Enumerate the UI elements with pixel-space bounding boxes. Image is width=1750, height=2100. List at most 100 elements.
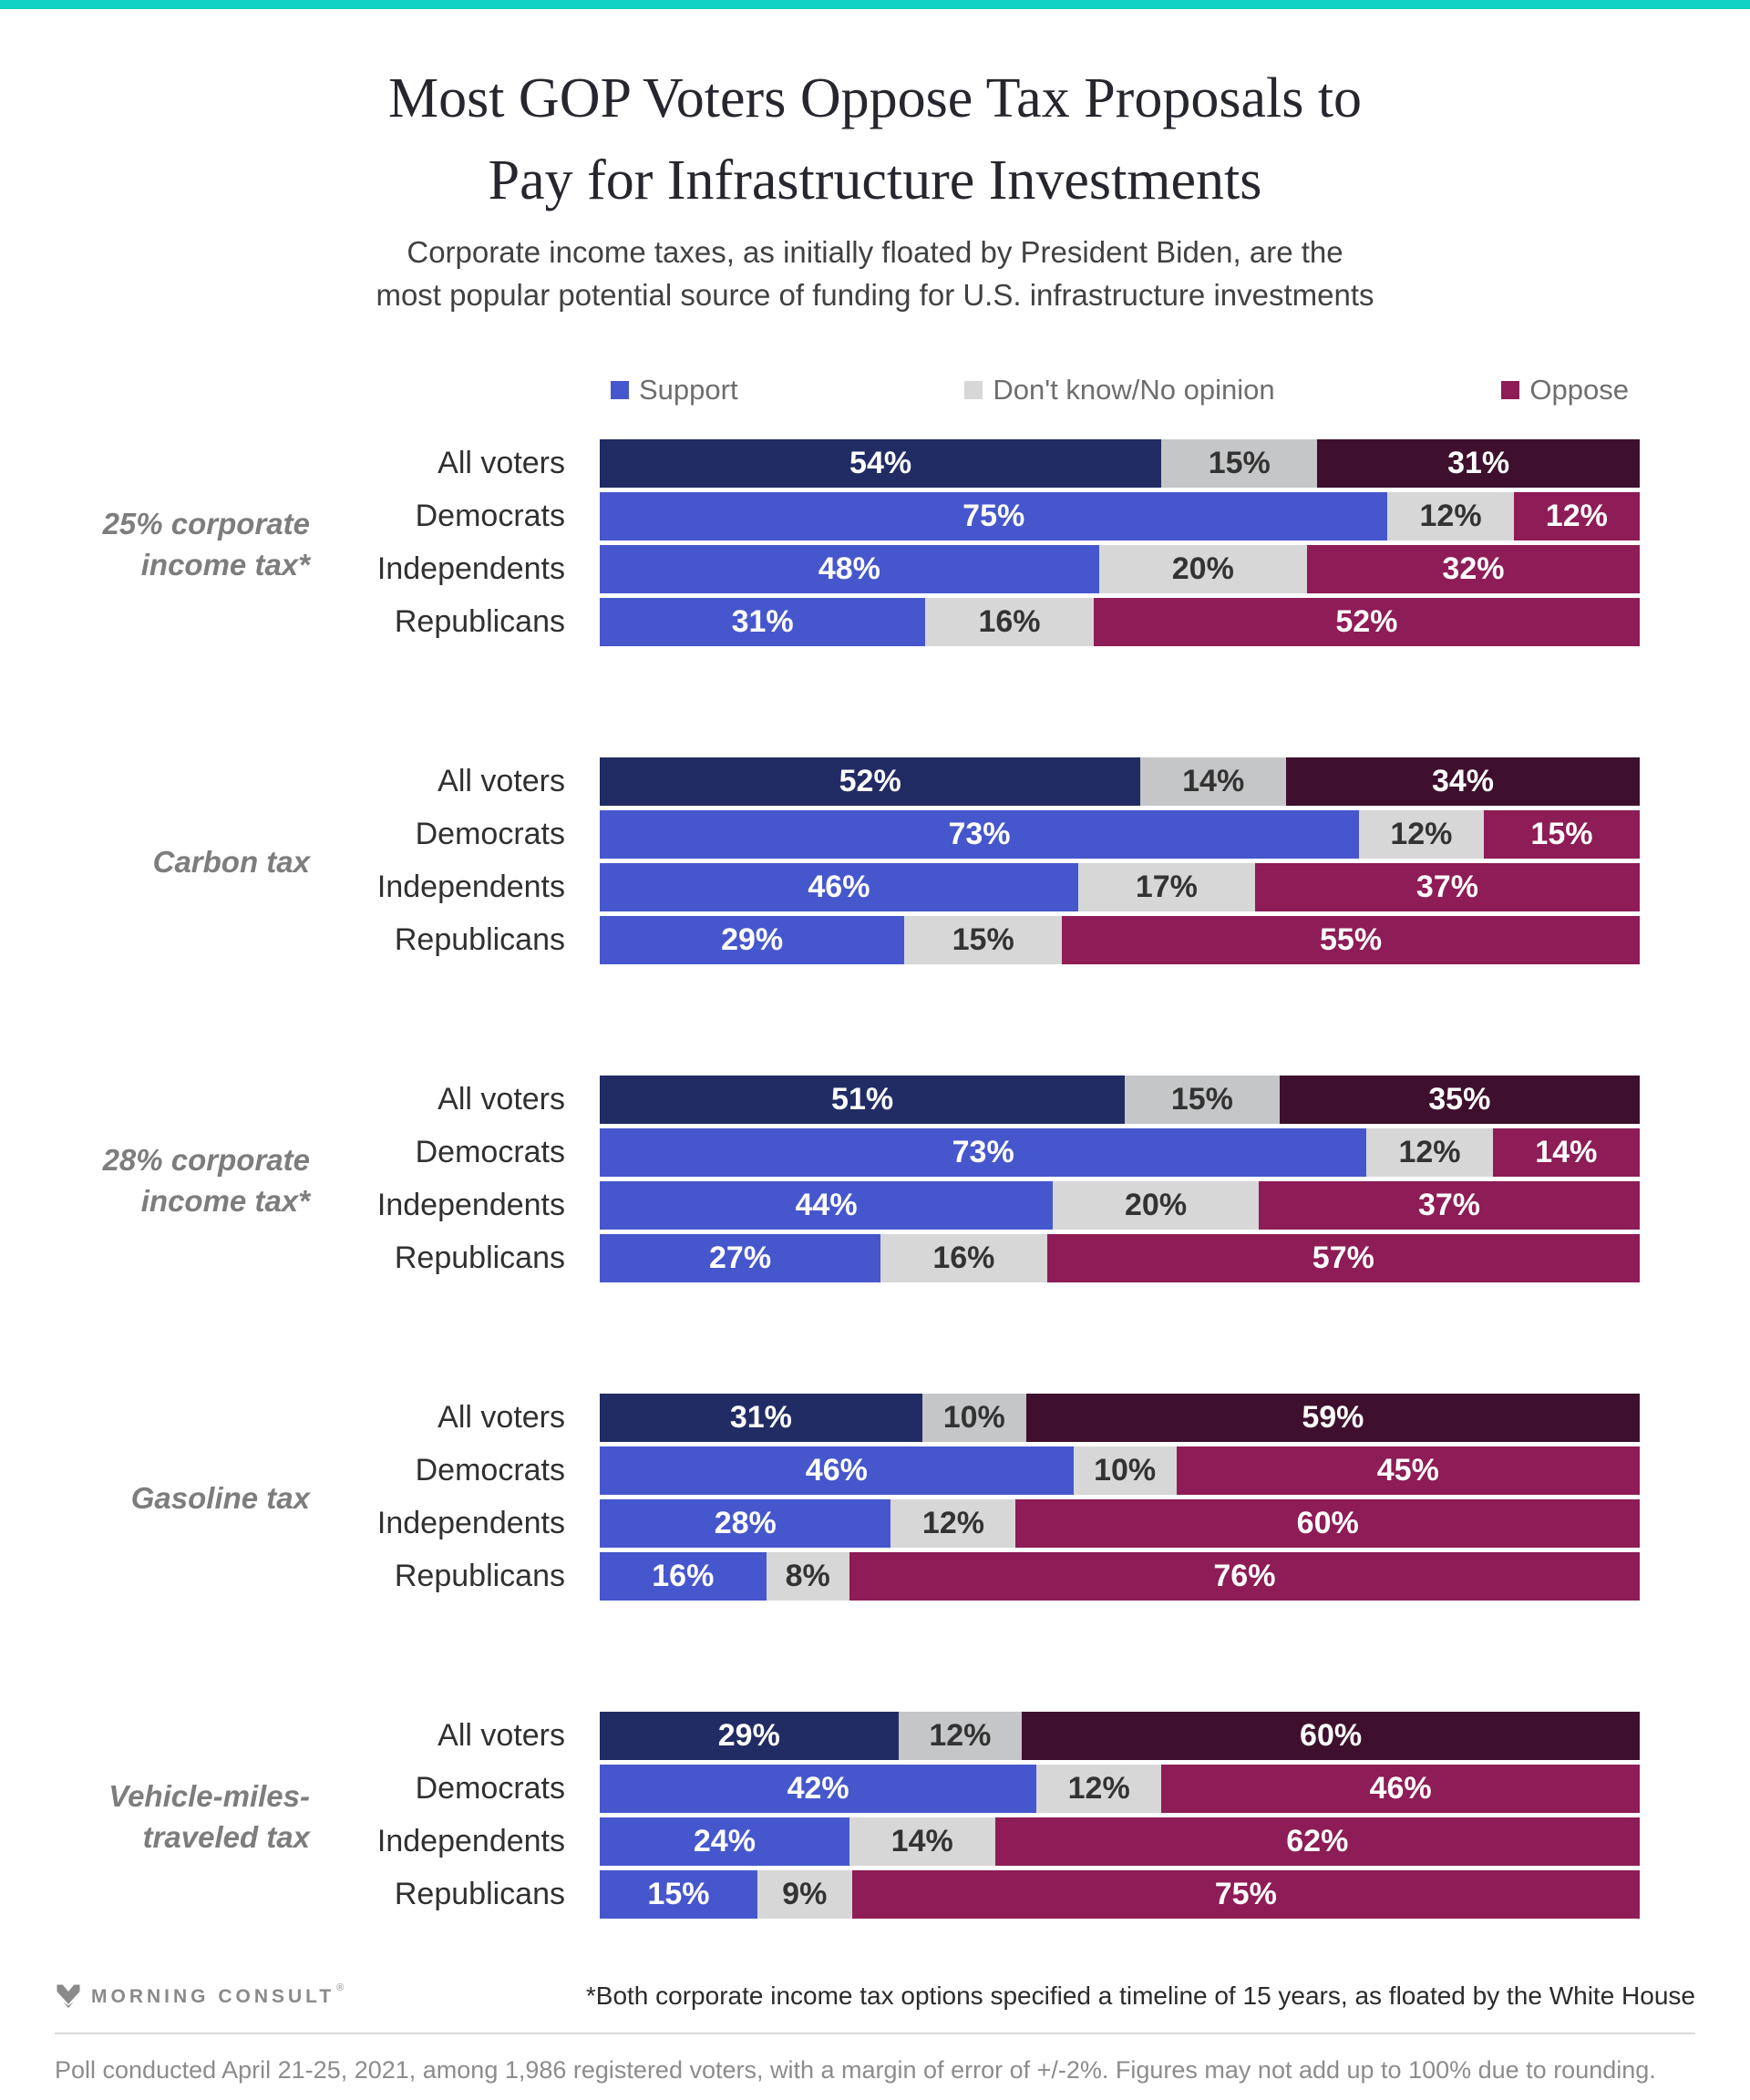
percent-label: 29% (721, 921, 784, 957)
stacked-bar: 46% 17% 37% (600, 862, 1640, 911)
percent-label: 15% (1208, 445, 1271, 480)
legend-label: Oppose (1529, 373, 1629, 406)
row-label: Democrats (415, 1452, 565, 1488)
chart-row: Republicans 27% 16% 57% (310, 1233, 1640, 1282)
row-label: All voters (438, 445, 565, 480)
bar-segment-support: 44% (600, 1180, 1054, 1230)
footer: MORNING CONSULT ® *Both corporate income… (55, 1982, 1695, 2011)
row-label: Republicans (394, 1876, 565, 1911)
chart-row: Republicans 29% 15% 55% (310, 915, 1640, 964)
bar-segment-dont-know: 12% (1358, 809, 1484, 859)
chart-group: Gasoline tax All voters 31% 10% 59% Democrats… (0, 1393, 1750, 1605)
percent-label: 9% (782, 1876, 828, 1911)
percent-label: 76% (1213, 1558, 1276, 1593)
bar-segment-support: 15% (600, 1869, 757, 1919)
stacked-bar: 24% 14% 62% (600, 1817, 1640, 1866)
bar-segment-dont-know: 12% (890, 1498, 1016, 1548)
bar-segment-oppose: 32% (1306, 544, 1641, 593)
percent-label: 32% (1442, 551, 1505, 586)
legend-swatch-icon (1501, 380, 1520, 399)
stacked-bar: 73% 12% 14% (600, 1127, 1640, 1177)
group-rows: All voters 29% 12% 60% Democrats 42% 12% 46% Ind… (310, 1711, 1640, 1923)
legend-label: Don't know/No opinion (993, 373, 1275, 406)
title-line-2: Pay for Infrastructure Investments (488, 149, 1262, 211)
bar-segment-dont-know: 12% (898, 1711, 1023, 1760)
group-rows: All voters 54% 15% 31% Democrats 75% 12% 12% Ind… (310, 438, 1641, 651)
percent-label: 57% (1312, 1240, 1374, 1275)
group-label-text: 25% corporate income tax* (102, 506, 310, 582)
chart-group: Carbon tax All voters 52% 14% 34% Democrats 73… (0, 757, 1750, 969)
percent-label: 20% (1125, 1187, 1188, 1222)
percent-label: 31% (731, 603, 794, 639)
bar-segment-dont-know: 12% (1366, 1127, 1493, 1177)
chart-row: All voters 54% 15% 31% (310, 438, 1640, 488)
chart-row: Independents 28% 12% 60% (310, 1498, 1640, 1548)
bar-segment-dont-know: 16% (880, 1233, 1047, 1282)
group-rows: All voters 31% 10% 59% Democrats 46% 10% 45% Ind… (310, 1393, 1640, 1605)
stacked-bar: 15% 9% 75% (600, 1869, 1640, 1919)
percent-label: 75% (1214, 1876, 1277, 1911)
asterisk-footnote: *Both corporate income tax options speci… (585, 1981, 1695, 2010)
chart-row: Republicans 15% 9% 75% (310, 1869, 1640, 1919)
bar-segment-support: 73% (600, 809, 1359, 859)
percent-label: 52% (839, 763, 901, 798)
bar-segment-dont-know: 15% (904, 915, 1063, 964)
chart-row: Independents 46% 17% 37% (310, 862, 1640, 911)
group-label: 28% corporate income tax* (0, 1076, 310, 1287)
percent-label: 16% (652, 1558, 715, 1593)
bar-segment-dont-know: 15% (1161, 438, 1318, 488)
percent-label: 10% (1094, 1452, 1157, 1488)
bar-segment-dont-know: 10% (921, 1393, 1026, 1442)
percent-label: 16% (978, 603, 1041, 639)
percent-label: 31% (1447, 445, 1510, 480)
bar-segment-support: 52% (600, 757, 1141, 806)
percent-label: 42% (787, 1770, 849, 1806)
group-rows: All voters 52% 14% 34% Democrats 73% 12% 15% Ind… (310, 757, 1641, 969)
stacked-bar: 27% 16% 57% (600, 1233, 1640, 1282)
percent-label: 46% (1369, 1770, 1432, 1806)
group-label-text: Vehicle-miles-traveled tax (108, 1778, 310, 1854)
chart-row: Independents 24% 14% 62% (310, 1817, 1640, 1866)
percent-label: 51% (831, 1081, 894, 1117)
bar-segment-oppose: 62% (994, 1817, 1640, 1866)
bar-segment-dont-know: 12% (1387, 491, 1514, 540)
row-label: All voters (438, 1399, 565, 1435)
chart-row: Democrats 46% 10% 45% (310, 1446, 1640, 1495)
bar-segment-dont-know: 20% (1053, 1180, 1259, 1230)
stacked-bar: 44% 20% 37% (600, 1180, 1640, 1230)
stacked-bar: 54% 15% 31% (600, 438, 1640, 488)
stacked-bar: 31% 16% 52% (600, 597, 1640, 646)
bar-segment-oppose: 37% (1259, 1180, 1640, 1230)
bar-segment-support: 31% (600, 597, 926, 646)
brand-name: MORNING CONSULT (91, 1985, 335, 2007)
bar-segment-support: 75% (600, 491, 1388, 540)
percent-label: 29% (717, 1717, 780, 1753)
bar-segment-dont-know: 14% (849, 1817, 995, 1866)
stacked-bar: 46% 10% 45% (600, 1446, 1640, 1495)
stacked-bar: 31% 10% 59% (600, 1393, 1640, 1442)
percent-label: 8% (785, 1558, 830, 1593)
bar-segment-oppose: 76% (849, 1551, 1640, 1601)
bar-segment-oppose: 45% (1176, 1446, 1640, 1495)
bar-segment-dont-know: 14% (1140, 757, 1287, 806)
percent-label: 15% (647, 1876, 710, 1911)
percent-label: 35% (1428, 1081, 1491, 1117)
bar-segment-support: 29% (600, 1711, 899, 1760)
legend-item-oppose: Oppose (1501, 374, 1629, 407)
percent-label: 28% (714, 1505, 777, 1540)
percent-label: 15% (1530, 816, 1593, 851)
chart-row: Independents 48% 20% 32% (310, 544, 1641, 593)
bar-segment-support: 54% (600, 438, 1162, 488)
bar-segment-oppose: 52% (1093, 597, 1640, 646)
percent-label: 15% (952, 921, 1014, 957)
chart-row: Republicans 16% 8% 76% (310, 1551, 1640, 1601)
group-label-text: 28% corporate income tax* (102, 1142, 310, 1218)
percent-label: 12% (1067, 1770, 1130, 1806)
group-label: 25% corporate income tax* (0, 439, 310, 651)
group-rows: All voters 51% 15% 35% Democrats 73% 12% 14% Ind… (310, 1075, 1640, 1287)
percent-label: 12% (1545, 498, 1608, 533)
chart-row: Democrats 73% 12% 15% (310, 809, 1641, 859)
chart-row: Democrats 75% 12% 12% (310, 491, 1640, 540)
bar-segment-support: 16% (600, 1551, 767, 1601)
